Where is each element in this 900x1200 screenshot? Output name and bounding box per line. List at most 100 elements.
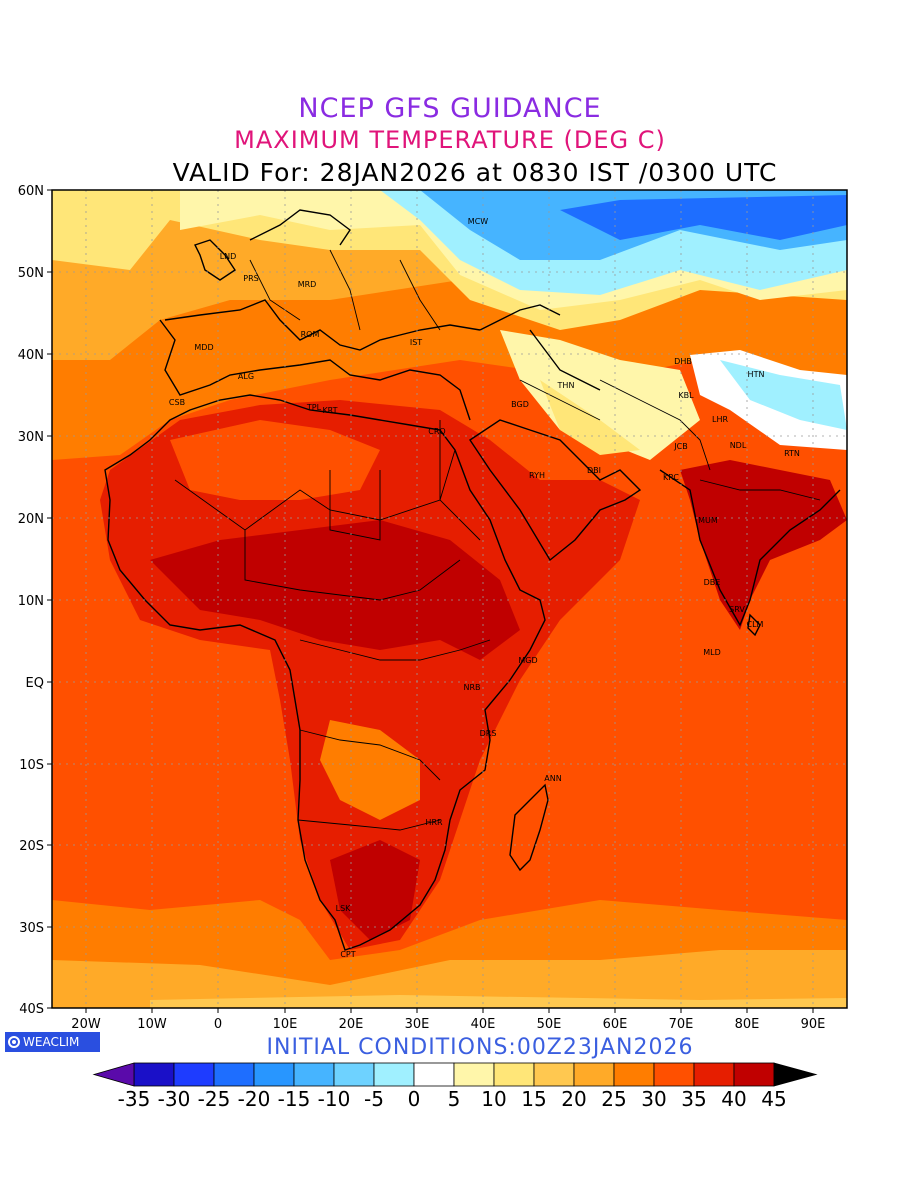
city-dbi: DBI bbox=[587, 466, 601, 475]
city-mrd: MRD bbox=[298, 280, 317, 289]
city-mum: MUM bbox=[698, 516, 718, 525]
title-line-2: MAXIMUM TEMPERATURE (DEG C) bbox=[234, 126, 666, 154]
lon-label-10w: 10W bbox=[137, 1017, 167, 1032]
field-zambia-t25 bbox=[320, 720, 420, 820]
field-sahara-t30 bbox=[170, 420, 380, 500]
colorbar-label: -25 bbox=[198, 1087, 231, 1111]
lat-label-eq: EQ bbox=[26, 676, 44, 691]
border-11 bbox=[329, 249, 361, 331]
city-ann: ANN bbox=[544, 774, 561, 783]
lat-label-10n: 10N bbox=[18, 594, 44, 609]
city-bgd: BGD bbox=[511, 400, 529, 409]
colorbar-label: 25 bbox=[601, 1087, 626, 1111]
colorbar-box-5 bbox=[333, 1062, 375, 1087]
city-nrb: NRB bbox=[463, 683, 480, 692]
colorbar-box-9 bbox=[493, 1062, 535, 1087]
city-mdd: MDD bbox=[194, 343, 213, 352]
city-lhr: LHR bbox=[712, 415, 728, 424]
field-south-t20 bbox=[52, 950, 847, 1008]
city-labels: MCW LND PRS MRD MDD ROM IST ALG CSB TPL KRT CRO BGD T… bbox=[169, 217, 800, 959]
city-rtn: RTN bbox=[784, 449, 800, 458]
britain-coast bbox=[194, 239, 236, 281]
india-coast bbox=[659, 469, 841, 627]
border-3 bbox=[299, 639, 491, 661]
lat-label-40n: 40N bbox=[18, 348, 44, 363]
colorbar-box-12 bbox=[613, 1062, 655, 1087]
field-iran-mild bbox=[500, 330, 700, 460]
colorbar: -35 -30 -25 -20 -15 -10 -5 0 5 10 15 20 25 30 35 40 45 bbox=[92, 1062, 818, 1111]
border-6 bbox=[329, 470, 381, 541]
colorbar-box-8 bbox=[453, 1062, 495, 1087]
lon-label-90e: 90E bbox=[801, 1017, 826, 1032]
city-lsk: LSK bbox=[336, 904, 352, 913]
city-tpl: TPL bbox=[306, 403, 322, 412]
city-lnd: LND bbox=[220, 252, 237, 261]
city-ist: IST bbox=[410, 338, 422, 347]
colorbar-box-15 bbox=[733, 1062, 775, 1087]
border-10 bbox=[249, 259, 301, 321]
lon-label-20e: 20E bbox=[339, 1017, 364, 1032]
africa-coast bbox=[104, 394, 546, 951]
map-frame bbox=[51, 189, 848, 1009]
lat-label-30n: 30N bbox=[18, 430, 44, 445]
latitude-labels: 60N 50N 40N 30N 20N 10N EQ 10S 20S 30S 40S bbox=[18, 184, 44, 1017]
city-kbl: KBL bbox=[678, 391, 694, 400]
colorbar-box-7 bbox=[413, 1062, 455, 1087]
field-africa-hot bbox=[100, 400, 640, 950]
colorbar-label: 0 bbox=[408, 1087, 421, 1111]
city-ryh: RYH bbox=[529, 471, 545, 480]
lat-label-20s: 20S bbox=[19, 839, 44, 854]
field-russia-coldest bbox=[560, 195, 847, 240]
lon-label-40e: 40E bbox=[471, 1017, 496, 1032]
weaclim-logo: WEACLIM bbox=[5, 1032, 100, 1052]
city-cpt: CPT bbox=[340, 950, 355, 959]
longitude-labels: 20W 10W 0 10E 20E 30E 40E 50E 60E 70E 80E 90E bbox=[71, 1017, 825, 1032]
border-12 bbox=[399, 259, 441, 331]
colorbar-label: 40 bbox=[721, 1087, 746, 1111]
colorbar-label: -20 bbox=[238, 1087, 271, 1111]
madagascar-coast bbox=[509, 783, 549, 872]
lon-label-50e: 50E bbox=[537, 1017, 562, 1032]
valid-time-title: VALID For: 28JAN2026 at 0830 IST /0300 U… bbox=[172, 158, 778, 187]
colorbar-label: -30 bbox=[158, 1087, 191, 1111]
lat-label-40s: 40S bbox=[19, 1002, 44, 1017]
mediterranean-south bbox=[159, 319, 471, 421]
lat-label-10s: 10S bbox=[19, 758, 44, 773]
border-7 bbox=[439, 420, 481, 541]
colorbar-label: -15 bbox=[278, 1087, 311, 1111]
lon-label-70e: 70E bbox=[669, 1017, 694, 1032]
city-mcw: MCW bbox=[468, 217, 488, 226]
border-4 bbox=[299, 729, 441, 781]
border-8 bbox=[599, 379, 711, 471]
logo-text: WEACLIM bbox=[23, 1035, 80, 1049]
lat-label-30s: 30S bbox=[19, 921, 44, 936]
lon-label-30e: 30E bbox=[405, 1017, 430, 1032]
lat-label-60n: 60N bbox=[18, 184, 44, 199]
lat-label-20n: 20N bbox=[18, 512, 44, 527]
city-dbe: DBE bbox=[704, 578, 721, 587]
city-hrr: HRR bbox=[425, 818, 443, 827]
city-alg: ALG bbox=[238, 372, 254, 381]
colorbar-high-arrow bbox=[773, 1062, 818, 1087]
colorbar-box-13 bbox=[653, 1062, 695, 1087]
colorbar-label: -35 bbox=[118, 1087, 151, 1111]
city-krt: KRT bbox=[322, 406, 337, 415]
city-prs: PRS bbox=[243, 274, 258, 283]
colorbar-label: -10 bbox=[318, 1087, 351, 1111]
city-rom: ROM bbox=[301, 330, 320, 339]
field-south-t15 bbox=[150, 995, 847, 1008]
initial-conditions: INITIAL CONDITIONS:00Z23JAN2026 bbox=[266, 1035, 694, 1060]
colorbar-box-1 bbox=[173, 1062, 215, 1087]
temperature-field: MCW LND PRS MRD MDD ROM IST ALG CSB TPL KRT CRO BGD T… bbox=[52, 190, 847, 1008]
city-thn: THN bbox=[557, 381, 575, 390]
field-tibet-cool bbox=[720, 360, 847, 430]
lat-label-50n: 50N bbox=[18, 266, 44, 281]
colorbar-label: 20 bbox=[561, 1087, 586, 1111]
colorbar-label: 35 bbox=[681, 1087, 706, 1111]
city-mld: MLD bbox=[703, 648, 721, 657]
colorbar-box-2 bbox=[213, 1062, 255, 1087]
city-srv: SRV bbox=[729, 605, 745, 614]
colorbar-box-0 bbox=[133, 1062, 175, 1087]
city-dhb: DHB bbox=[674, 357, 692, 366]
